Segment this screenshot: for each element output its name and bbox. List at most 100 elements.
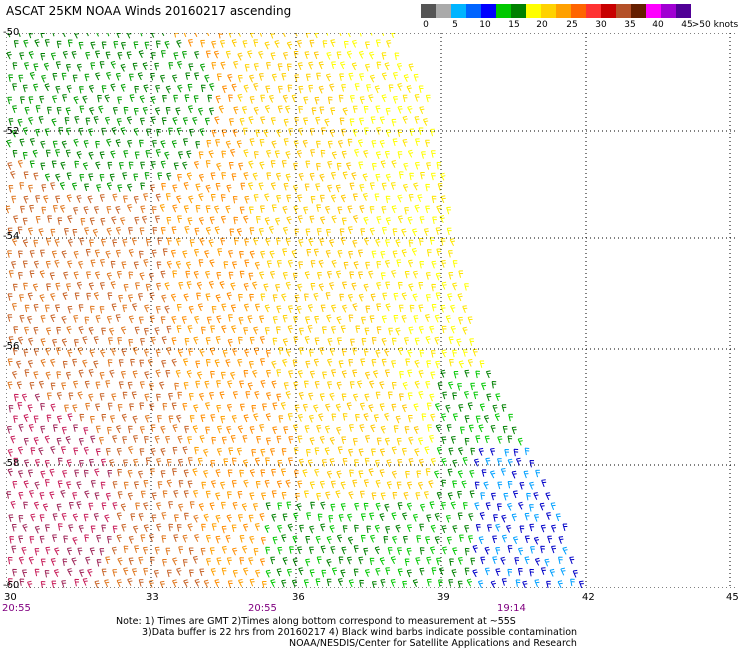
wind-barb	[50, 314, 56, 323]
wind-barb	[39, 95, 45, 104]
wind-barb	[178, 281, 184, 290]
wind-barb	[302, 469, 308, 478]
wind-barb	[230, 304, 236, 313]
wind-barb	[116, 512, 122, 521]
wind-barb	[192, 425, 198, 434]
wind-barb	[221, 303, 227, 312]
wind-barb	[253, 63, 259, 71]
wind-barb	[6, 205, 11, 214]
wind-barb	[314, 381, 320, 389]
wind-barb	[550, 502, 556, 511]
wind-barb	[550, 524, 557, 533]
wind-barb	[282, 338, 288, 347]
wind-barb	[282, 51, 289, 60]
wind-barb	[419, 547, 425, 555]
wind-barb	[396, 481, 402, 490]
wind-barb	[130, 358, 135, 367]
wind-barb	[518, 501, 524, 510]
wind-barb	[309, 370, 315, 379]
wind-barb	[139, 402, 145, 410]
wind-barb	[533, 492, 539, 500]
wind-barb	[44, 128, 50, 137]
wind-barb	[138, 579, 144, 587]
wind-barb	[189, 501, 195, 509]
wind-barb	[325, 292, 331, 300]
wind-barb	[193, 514, 199, 523]
wind-barb	[335, 490, 341, 499]
wind-barb	[330, 480, 336, 489]
wind-barb	[243, 282, 249, 291]
wind-barb	[343, 40, 349, 49]
wind-barb	[264, 327, 270, 335]
wind-barb	[336, 534, 343, 543]
wind-barb	[315, 183, 321, 191]
wind-barb	[359, 205, 365, 214]
wind-barb	[293, 50, 299, 59]
wind-barb	[162, 559, 167, 567]
wind-barb	[95, 161, 101, 170]
wind-barb	[132, 346, 138, 355]
wind-barb	[193, 95, 199, 103]
wind-barb	[62, 360, 68, 369]
wind-barb	[7, 578, 13, 586]
wind-barb	[308, 84, 314, 93]
wind-barb	[276, 260, 282, 268]
wind-barb	[380, 251, 386, 259]
wind-barb	[458, 316, 464, 325]
wind-barb	[287, 523, 293, 532]
wind-barb	[55, 195, 61, 204]
wind-barb	[283, 182, 289, 191]
wind-barb	[94, 50, 100, 59]
wind-barb	[341, 84, 346, 92]
wind-barb	[375, 349, 381, 358]
wind-barb	[404, 426, 410, 434]
wind-barb	[441, 325, 447, 334]
wind-barb	[429, 546, 436, 555]
wind-barb	[176, 567, 182, 576]
wind-barb	[54, 259, 60, 268]
wind-barb	[79, 105, 85, 114]
wind-barb	[28, 337, 34, 346]
wind-barb	[298, 105, 303, 114]
wind-barb	[304, 271, 310, 280]
wind-barb	[22, 523, 28, 532]
wind-barb	[385, 281, 391, 290]
wind-barb	[441, 436, 447, 445]
wind-barb	[480, 492, 485, 500]
wind-barb	[369, 557, 375, 566]
wind-barb	[462, 349, 468, 357]
wind-barb	[364, 41, 370, 50]
wind-barb	[63, 535, 68, 544]
wind-barb	[194, 51, 200, 59]
wind-barb	[327, 140, 333, 149]
wind-barb	[12, 568, 17, 577]
wind-barb	[431, 260, 437, 269]
wind-barb	[195, 380, 200, 389]
wind-barb	[297, 546, 303, 555]
wind-barb	[166, 479, 172, 488]
wind-barb	[364, 393, 370, 402]
wind-barb	[160, 316, 166, 324]
wind-barb	[32, 149, 38, 158]
wind-barb	[447, 293, 453, 302]
wind-barb	[293, 162, 298, 171]
wind-barb	[168, 62, 174, 70]
wind-barb	[28, 489, 35, 498]
wind-barb	[298, 327, 304, 336]
wind-barb	[149, 403, 155, 412]
wind-barb	[64, 404, 69, 413]
wind-barb	[407, 369, 413, 378]
wind-barb	[357, 139, 364, 148]
wind-barb	[106, 272, 112, 281]
wind-barb	[195, 205, 201, 213]
wind-barb	[349, 469, 354, 478]
wind-barb	[276, 480, 282, 489]
wind-barb	[22, 127, 29, 136]
wind-barb	[239, 557, 244, 565]
wind-barb	[127, 425, 133, 434]
wind-barb	[7, 227, 13, 236]
wind-barb	[213, 50, 220, 59]
wind-barb	[227, 580, 233, 588]
wind-barb	[385, 107, 391, 116]
wind-barb	[231, 261, 237, 269]
